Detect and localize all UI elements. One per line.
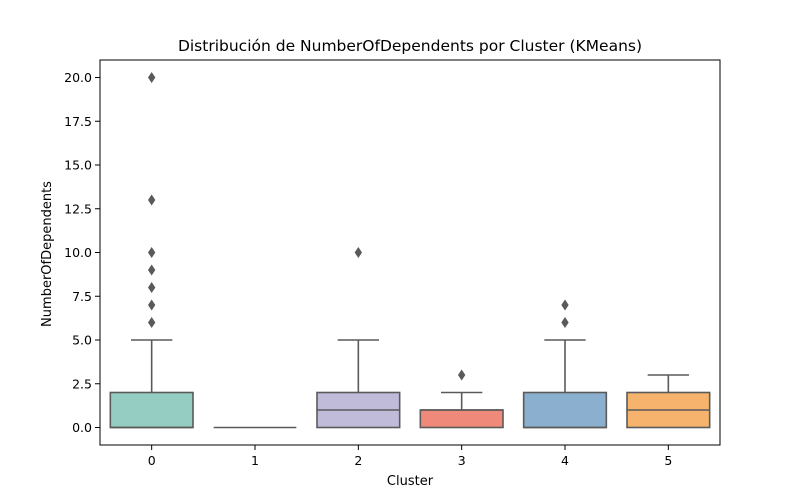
y-axis-title: NumberOfDependents	[40, 181, 55, 327]
outlier-point	[147, 71, 156, 84]
outlier-point	[147, 299, 156, 311]
box-cluster-4	[522, 299, 608, 429]
box-body	[522, 391, 608, 429]
plot-area: 0.0 2.5 5.0 7.5 10.0 12.5 15.0 17.5 20.0 0 1 2 3 4 5	[64, 59, 721, 468]
y-tick-label: 0.0	[72, 420, 92, 435]
y-tick-label: 20.0	[64, 70, 92, 85]
chart-title: Distribución de NumberOfDependents por C…	[178, 37, 642, 55]
y-tick-label: 12.5	[64, 201, 92, 216]
axes-frame	[99, 59, 721, 446]
x-tick-label: 0	[148, 453, 156, 468]
y-tick-label: 15.0	[64, 158, 92, 173]
outlier-point	[354, 246, 363, 259]
y-tick-label: 7.5	[72, 289, 92, 304]
outlier-point	[561, 316, 569, 329]
x-tick-label: 3	[458, 453, 466, 468]
outlier-point	[561, 299, 569, 311]
box-body	[419, 409, 504, 429]
box-cluster-2	[316, 246, 401, 429]
x-tick-label: 5	[664, 453, 672, 468]
box-cluster-3	[419, 369, 504, 429]
y-tick-label: 5.0	[72, 333, 92, 348]
box-body	[109, 391, 194, 429]
x-axis-title: Cluster	[387, 474, 434, 489]
x-tick-label: 1	[251, 453, 259, 468]
outlier-point	[147, 281, 156, 294]
outlier-point	[147, 194, 156, 206]
y-tick-label: 10.0	[64, 245, 92, 260]
y-tick-label: 2.5	[72, 376, 92, 391]
box-cluster-5	[626, 374, 711, 429]
x-tick-label: 2	[354, 453, 362, 468]
outlier-point	[457, 369, 466, 381]
outlier-point	[147, 316, 156, 329]
box-cluster-0	[109, 71, 194, 429]
outlier-point	[147, 264, 156, 276]
y-tick-label: 17.5	[64, 114, 92, 129]
outlier-point	[147, 246, 156, 259]
x-tick-label: 4	[561, 453, 569, 468]
